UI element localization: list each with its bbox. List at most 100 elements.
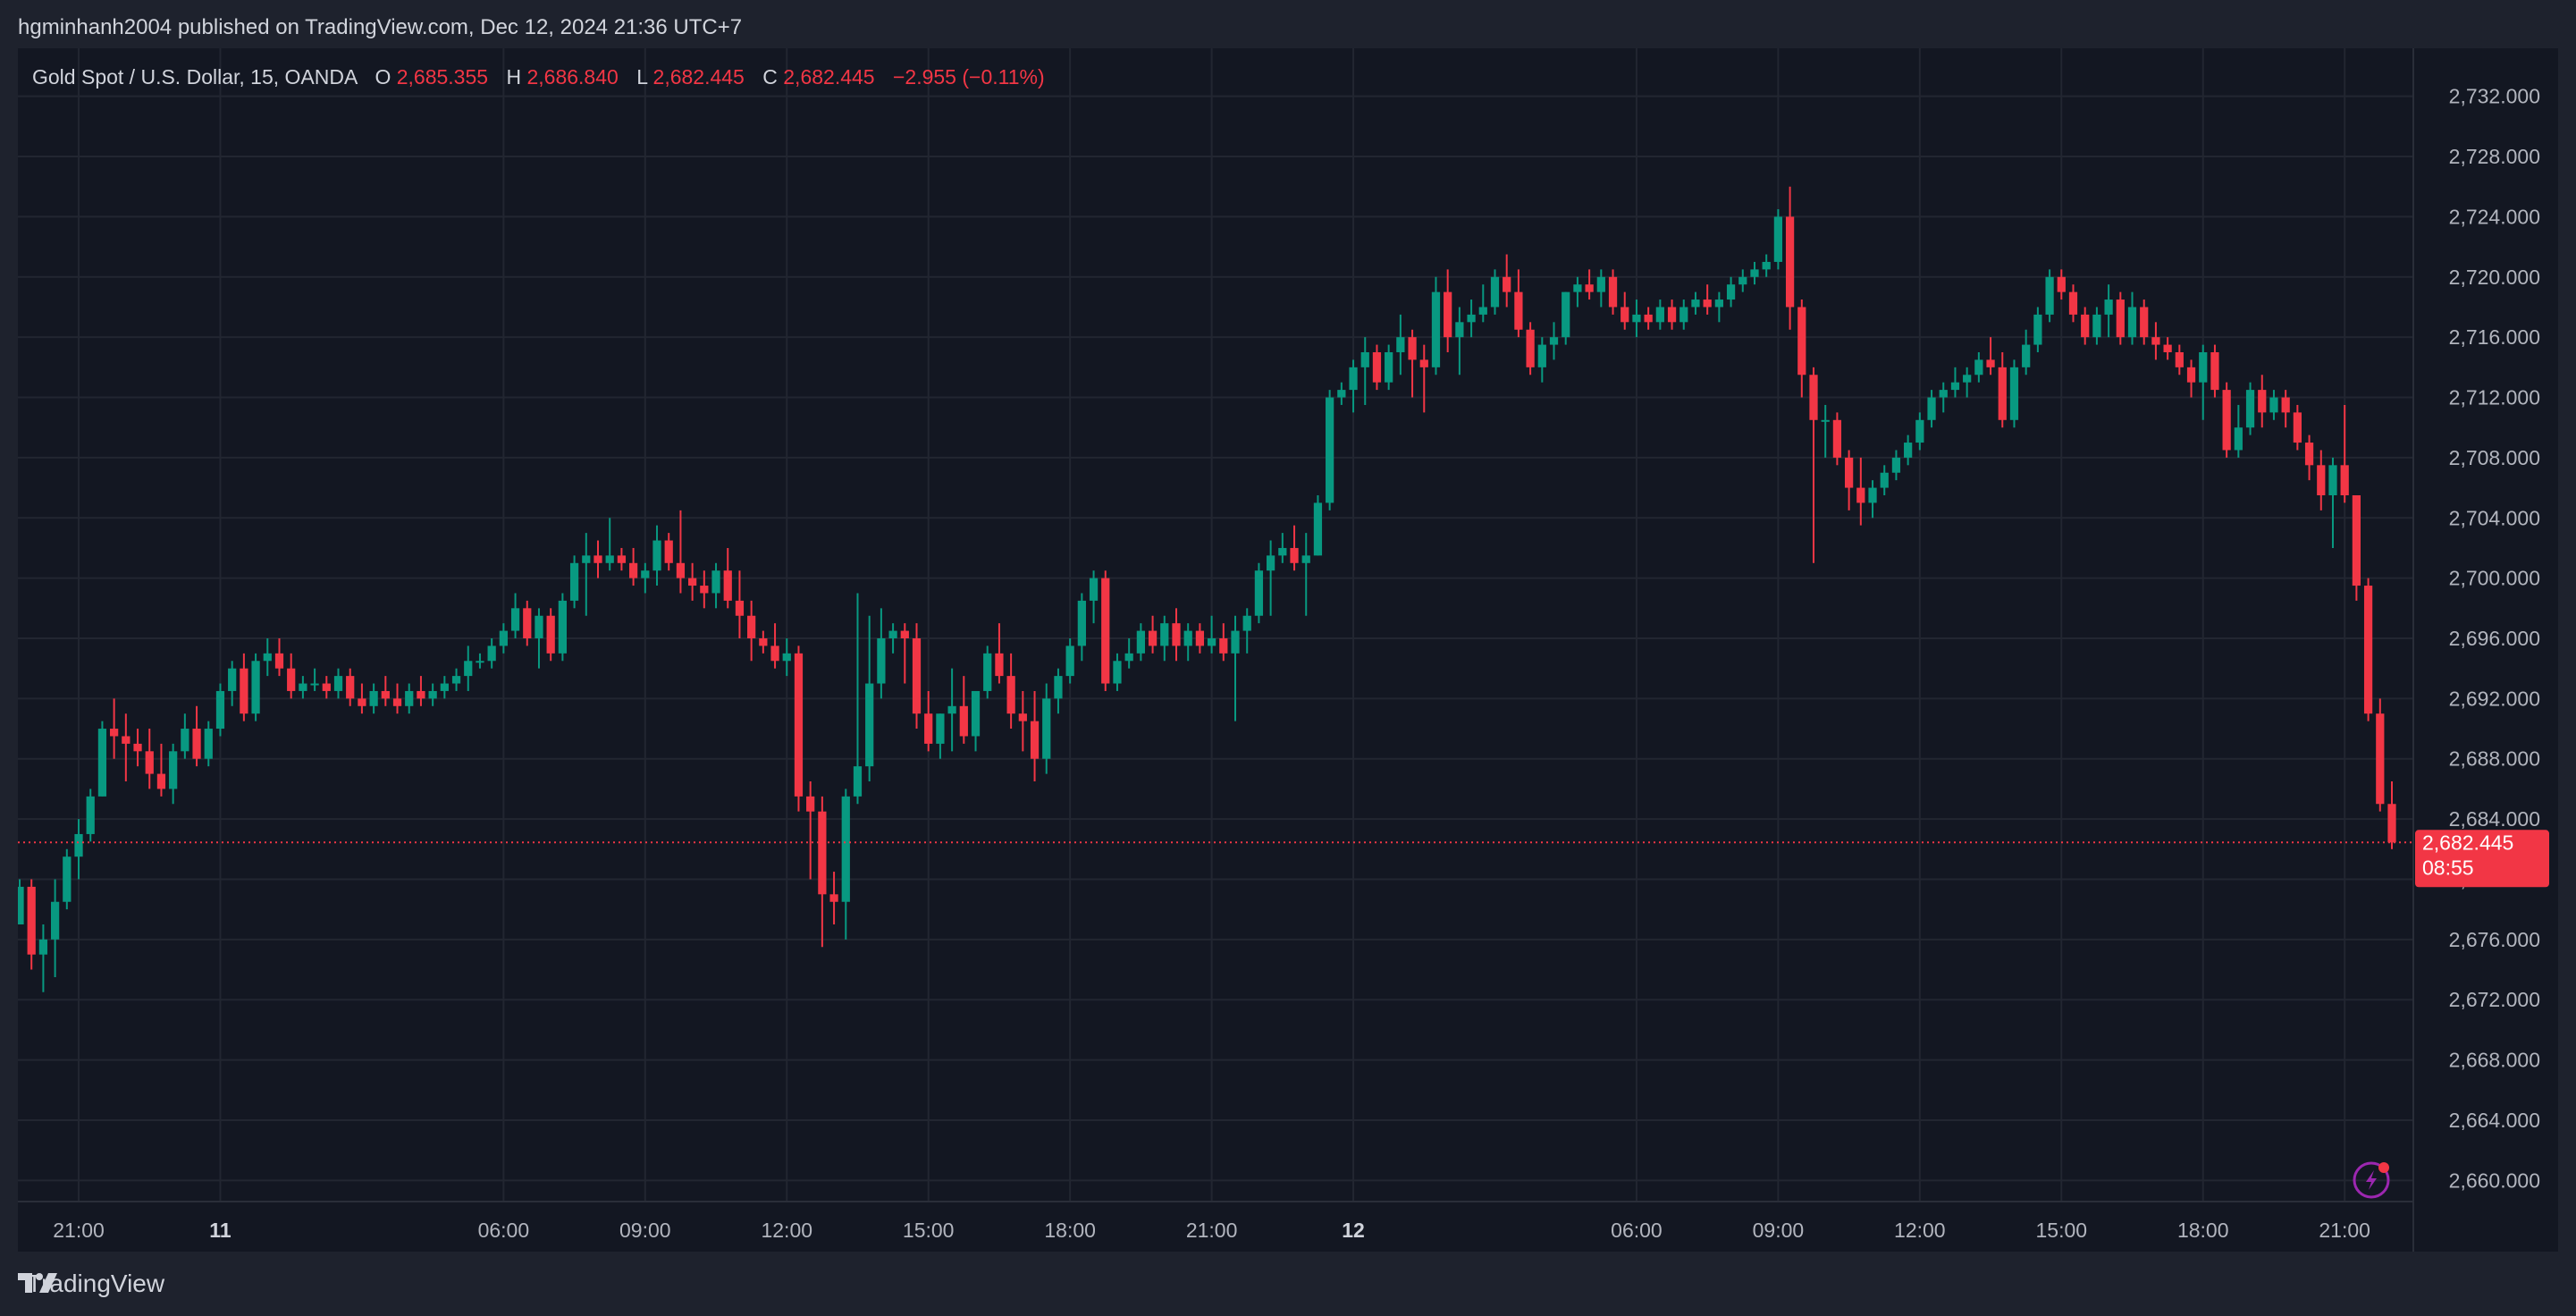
- candle-body: [2151, 337, 2160, 345]
- candle-body: [2022, 344, 2031, 367]
- footer-bar: TradingView: [0, 1252, 2576, 1316]
- candle: [1478, 284, 1487, 323]
- candle: [735, 570, 745, 638]
- candle: [110, 698, 119, 759]
- candle: [2009, 359, 2019, 428]
- candle-body: [959, 705, 968, 737]
- candle-body: [711, 570, 720, 594]
- candle: [145, 729, 154, 789]
- candle-body: [1927, 397, 1936, 420]
- candle: [1915, 412, 1924, 451]
- high-label: H: [506, 65, 521, 89]
- candle-body: [1160, 623, 1169, 646]
- candle-body: [1408, 337, 1417, 360]
- candle-body: [1018, 713, 1027, 721]
- candle: [86, 789, 95, 842]
- candle-body: [582, 555, 591, 563]
- candlestick-chart[interactable]: 2,660.000 2,664.000 2,668.000 2,672.000 2,67…: [18, 48, 2558, 1252]
- candle: [299, 676, 307, 699]
- publish-header: hgminhanh2004 published on TradingView.c…: [0, 0, 2576, 48]
- candle: [1207, 615, 1216, 654]
- candle: [711, 562, 720, 609]
- candle-body: [912, 638, 922, 714]
- candle: [1444, 269, 1452, 352]
- time-tick-label: 15:00: [2036, 1219, 2088, 1242]
- candle-body: [2199, 352, 2208, 383]
- candle: [1514, 269, 1523, 338]
- candle: [1549, 322, 1559, 360]
- candle: [27, 879, 36, 970]
- candle: [558, 593, 568, 662]
- candle: [2045, 269, 2054, 323]
- last-price-value: 2,682.445: [2422, 831, 2513, 854]
- candle-body: [2387, 804, 2396, 843]
- candle-body: [1267, 555, 1275, 571]
- candle-body: [2340, 465, 2349, 495]
- candle: [333, 668, 343, 699]
- ohlc-legend[interactable]: Gold Spot / U.S. Dollar, 15, OANDA O 2,6…: [32, 65, 1045, 89]
- candle: [1562, 291, 1570, 345]
- candle: [1242, 608, 1251, 654]
- candle-body: [2245, 390, 2255, 428]
- candle-body: [1679, 307, 1688, 323]
- candle: [2140, 299, 2149, 345]
- candle-body: [2163, 344, 2172, 352]
- candle: [1326, 390, 1334, 510]
- candle: [641, 562, 650, 594]
- price-tick-label: 2,720.000: [2449, 266, 2540, 289]
- tradingview-brand[interactable]: TradingView: [18, 1270, 164, 1298]
- symbol-description[interactable]: Gold Spot / U.S. Dollar, 15, OANDA: [32, 65, 358, 89]
- candle: [1372, 344, 1382, 391]
- time-tick-label: 12:00: [1894, 1219, 1946, 1242]
- high-value: 2,686.840: [526, 65, 618, 89]
- time-tick-label: 11: [209, 1219, 232, 1242]
- candle-body: [1195, 630, 1205, 646]
- candle-body: [1844, 457, 1854, 488]
- candle: [440, 676, 449, 699]
- candle: [287, 653, 296, 699]
- candle-body: [2317, 465, 2326, 495]
- candle-body: [936, 713, 945, 744]
- time-tick-label: 21:00: [1186, 1219, 1238, 1242]
- candle: [723, 547, 732, 609]
- candle: [1691, 291, 1700, 315]
- candle: [156, 743, 166, 797]
- candle: [1278, 533, 1287, 563]
- candle: [2104, 284, 2113, 338]
- candle: [829, 872, 838, 924]
- candle-body: [664, 540, 673, 563]
- candle-body: [74, 833, 83, 857]
- time-axis[interactable]: 21:00 11 06:00 09:00 12:00 15:00 18:00 21:00 12 0…: [53, 1219, 2370, 1242]
- candle-body: [735, 600, 745, 616]
- candle: [2033, 307, 2042, 352]
- candle: [912, 623, 922, 730]
- candle: [2222, 382, 2231, 458]
- candle-body: [1573, 284, 1582, 292]
- candle: [983, 645, 992, 699]
- candle: [1703, 284, 1712, 315]
- candle-body: [1797, 307, 1806, 375]
- candle-body: [1596, 276, 1605, 292]
- candle: [215, 683, 225, 737]
- candle: [2092, 307, 2101, 345]
- candle-body: [900, 630, 909, 638]
- candle: [1868, 480, 1877, 519]
- candle-body: [169, 751, 178, 789]
- candle: [1219, 623, 1228, 662]
- candle-body: [510, 608, 520, 631]
- candle: [569, 555, 579, 609]
- candle: [2127, 291, 2137, 345]
- candle: [97, 721, 107, 797]
- candle: [959, 676, 968, 744]
- lightning-icon[interactable]: [2353, 1161, 2390, 1199]
- candle-body: [392, 698, 402, 706]
- candle-body: [2009, 367, 2019, 420]
- candle-body: [794, 653, 804, 797]
- candle-body: [156, 773, 166, 789]
- candle: [1679, 299, 1688, 330]
- candle-body: [1326, 397, 1334, 503]
- candle-body: [829, 894, 838, 902]
- candle: [806, 781, 815, 880]
- candle-body: [865, 683, 874, 767]
- chart-pane[interactable]: 2,660.000 2,664.000 2,668.000 2,672.000 2,67…: [18, 48, 2558, 1252]
